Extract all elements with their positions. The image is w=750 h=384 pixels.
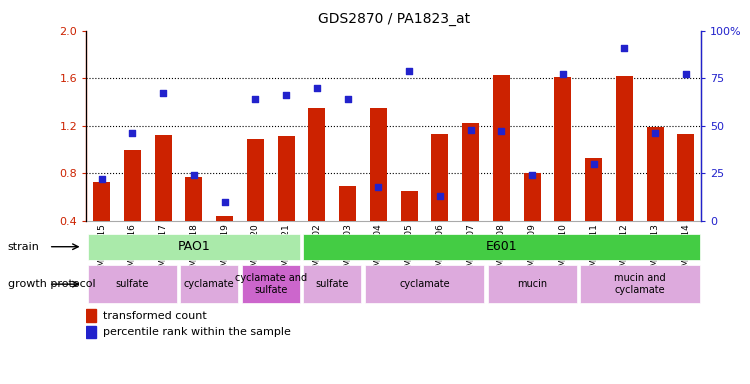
- Point: [341, 96, 354, 102]
- Bar: [431, 134, 448, 221]
- Point: [372, 184, 384, 190]
- Text: E601: E601: [485, 240, 518, 253]
- Bar: [493, 74, 510, 221]
- Point: [464, 126, 477, 132]
- Bar: [93, 182, 110, 221]
- Bar: [185, 177, 202, 221]
- Text: strain: strain: [8, 242, 39, 252]
- Point: [680, 71, 692, 78]
- Bar: [364, 265, 484, 303]
- Bar: [400, 191, 418, 221]
- Point: [96, 176, 108, 182]
- Text: mucin: mucin: [517, 279, 548, 289]
- Point: [588, 161, 600, 167]
- Bar: [370, 108, 387, 221]
- Bar: [278, 136, 295, 221]
- Point: [556, 71, 568, 78]
- Point: [219, 199, 231, 205]
- Point: [310, 84, 322, 91]
- Text: GDS2870 / PA1823_at: GDS2870 / PA1823_at: [318, 12, 470, 25]
- Point: [188, 172, 200, 178]
- Point: [526, 172, 538, 178]
- Bar: [554, 77, 572, 221]
- Point: [280, 92, 292, 98]
- Bar: [88, 265, 177, 303]
- Point: [618, 45, 630, 51]
- Text: cyclamate: cyclamate: [184, 279, 235, 289]
- Point: [126, 130, 138, 136]
- Bar: [303, 265, 362, 303]
- Bar: [88, 234, 300, 260]
- Bar: [303, 234, 700, 260]
- Point: [433, 193, 445, 199]
- Text: percentile rank within the sample: percentile rank within the sample: [103, 327, 291, 337]
- Point: [649, 130, 662, 136]
- Text: sulfate: sulfate: [316, 279, 349, 289]
- Text: cyclamate: cyclamate: [399, 279, 450, 289]
- Bar: [524, 173, 541, 221]
- Bar: [616, 76, 633, 221]
- Bar: [677, 134, 694, 221]
- Bar: [247, 139, 264, 221]
- Point: [495, 128, 507, 134]
- Bar: [646, 127, 664, 221]
- Bar: [242, 265, 300, 303]
- Bar: [86, 310, 96, 322]
- Bar: [462, 123, 479, 221]
- Bar: [180, 265, 238, 303]
- Bar: [488, 265, 577, 303]
- Bar: [308, 108, 326, 221]
- Bar: [585, 158, 602, 221]
- Text: growth protocol: growth protocol: [8, 279, 95, 289]
- Text: mucin and
cyclamate: mucin and cyclamate: [614, 273, 665, 295]
- Bar: [124, 149, 141, 221]
- Point: [249, 96, 261, 102]
- Bar: [580, 265, 700, 303]
- Bar: [154, 135, 172, 221]
- Text: transformed count: transformed count: [103, 311, 207, 321]
- Text: sulfate: sulfate: [116, 279, 149, 289]
- Text: cyclamate and
sulfate: cyclamate and sulfate: [235, 273, 307, 295]
- Text: PAO1: PAO1: [178, 240, 210, 253]
- Bar: [86, 326, 96, 338]
- Point: [404, 68, 416, 74]
- Bar: [339, 186, 356, 221]
- Bar: [216, 216, 233, 221]
- Point: [158, 90, 170, 96]
